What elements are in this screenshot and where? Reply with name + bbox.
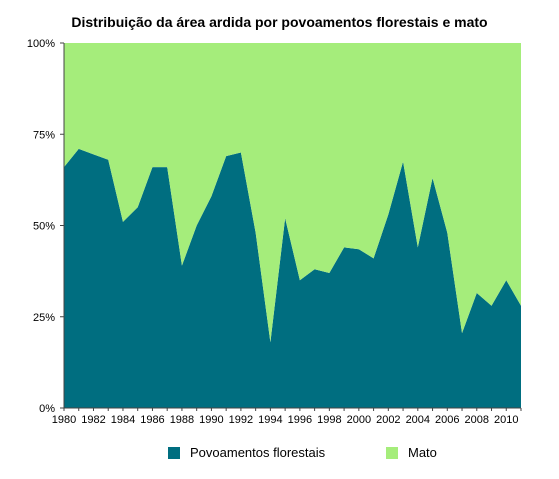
x-tick-label: 1986 (140, 414, 164, 426)
x-tick-label: 2010 (494, 414, 518, 426)
legend-label-povoamentos: Povoamentos florestais (190, 445, 326, 460)
x-tick-label: 1992 (229, 414, 253, 426)
legend-swatch-povoamentos (168, 446, 180, 459)
x-tick-label: 1982 (81, 414, 105, 426)
x-tick-label: 1988 (170, 414, 194, 426)
legend-label-mato: Mato (408, 445, 437, 460)
x-tick-label: 1998 (317, 414, 341, 426)
legend-item-povoamentos: Povoamentos florestais (168, 445, 325, 460)
area-series-mato (64, 43, 521, 343)
y-tick-label: 100% (27, 38, 55, 50)
x-tick-label: 2000 (347, 414, 371, 426)
y-tick-label: 25% (33, 312, 55, 324)
chart-areas (64, 43, 521, 408)
y-tick-label: 75% (33, 129, 55, 141)
chart-title: Distribuição da área ardida por povoamen… (71, 14, 488, 30)
x-tick-label: 1984 (111, 414, 135, 426)
x-tick-label: 2008 (465, 414, 489, 426)
y-tick-label: 0% (39, 403, 55, 415)
legend-item-mato: Mato (386, 445, 437, 460)
area-series-povoamentos (64, 148, 521, 408)
x-tick-label: 2002 (376, 414, 400, 426)
x-tick-label: 1996 (288, 414, 312, 426)
legend-swatch-mato (386, 446, 398, 459)
x-tick-label: 1990 (199, 414, 223, 426)
x-tick-label: 1994 (258, 414, 282, 426)
y-tick-label: 50% (33, 221, 55, 233)
chart-axes: 0% 25% 50% 75% 100% 1980 1982 1984 1986 1988 1990 1… (27, 38, 522, 426)
x-tick-label: 2004 (406, 414, 430, 426)
x-tick-label: 2006 (435, 414, 459, 426)
x-tick-label: 1980 (52, 414, 76, 426)
